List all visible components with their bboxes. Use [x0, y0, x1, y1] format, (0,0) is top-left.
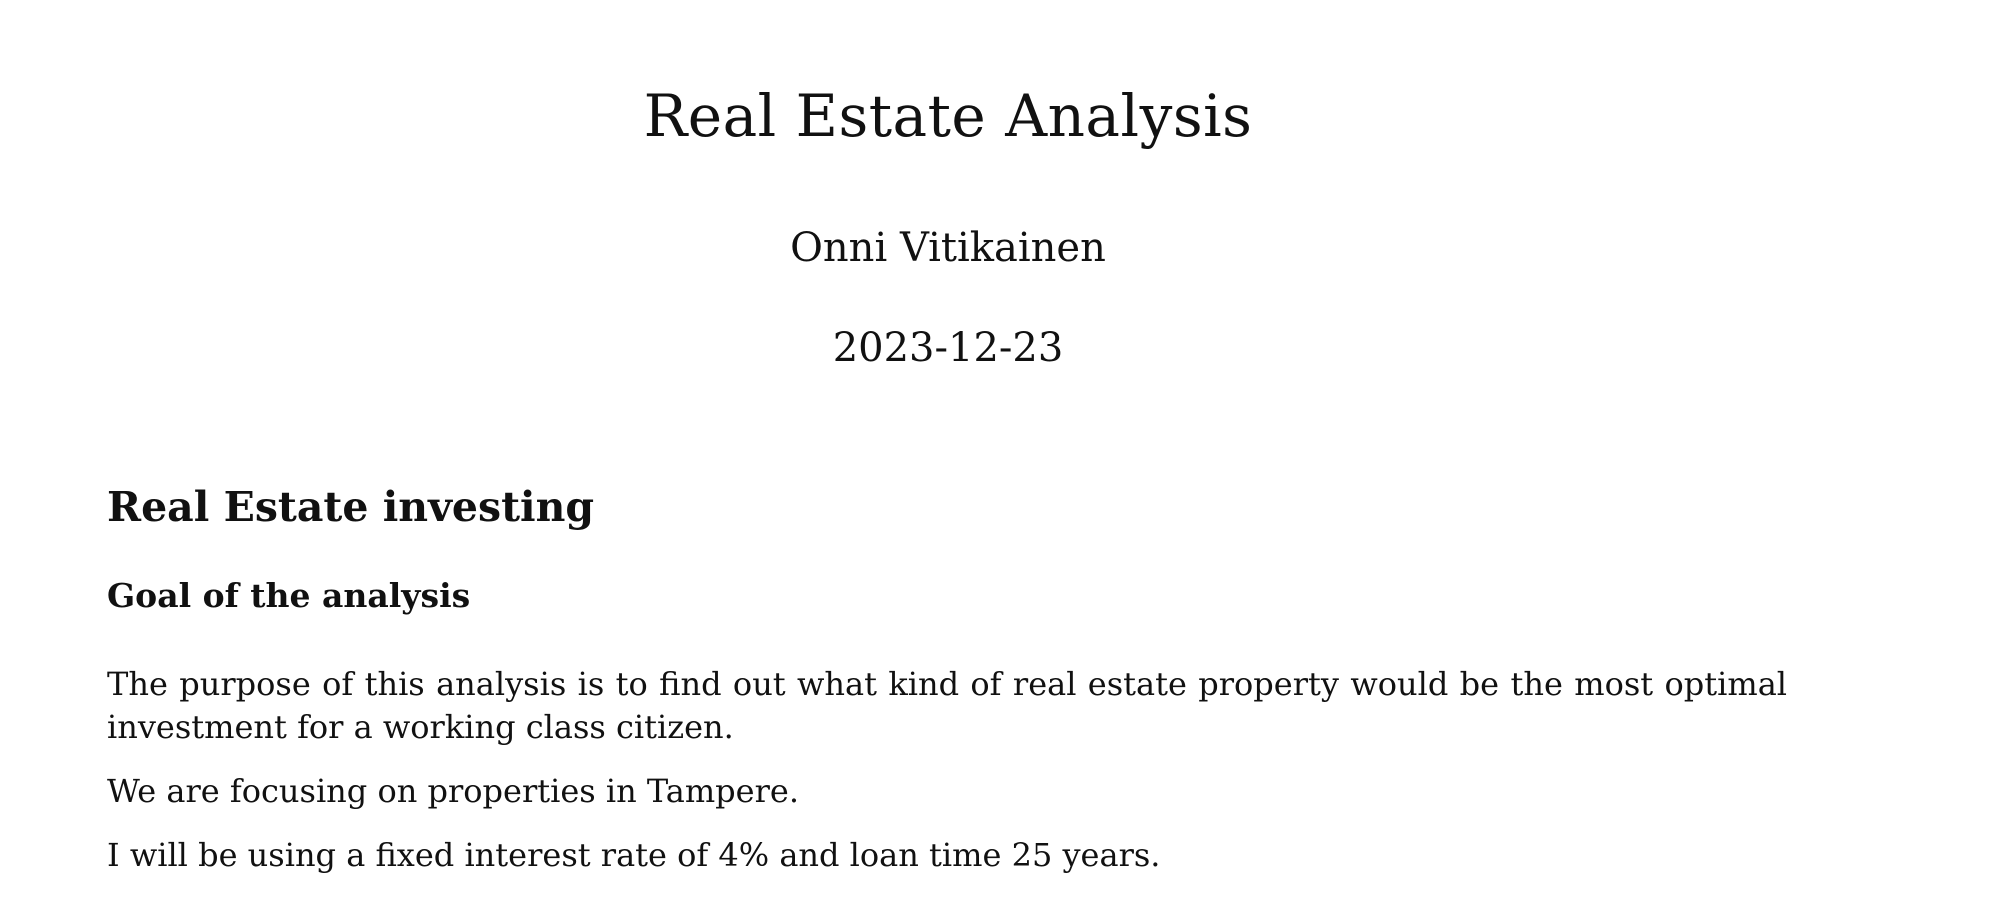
document-author: Onni Vitikainen	[790, 225, 1106, 271]
subsection-heading: Goal of the analysis	[107, 576, 471, 615]
paragraph-loan-terms: I will be using a fixed interest rate of…	[107, 836, 1161, 874]
document-date: 2023-12-23	[832, 325, 1064, 371]
paragraph-purpose: The purpose of this analysis is to find …	[107, 665, 1787, 746]
paragraph-location: We are focusing on properties in Tampere…	[107, 772, 799, 810]
section-heading: Real Estate investing	[107, 483, 595, 531]
document-title: Real Estate Analysis	[643, 82, 1253, 150]
